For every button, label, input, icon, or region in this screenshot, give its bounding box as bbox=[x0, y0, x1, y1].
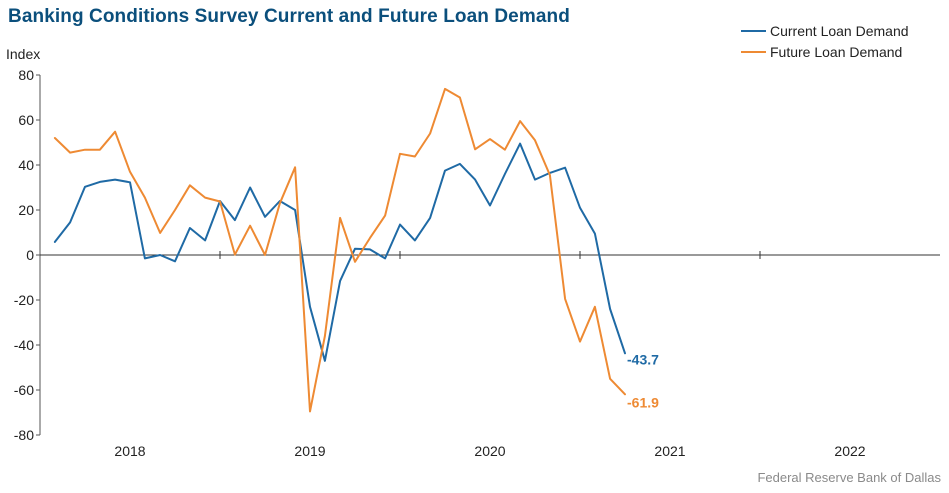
legend-label-future: Future Loan Demand bbox=[770, 44, 902, 60]
y-tick-label: -80 bbox=[14, 427, 34, 443]
y-tick-label: 80 bbox=[18, 67, 34, 83]
y-tick-label: -40 bbox=[14, 337, 34, 353]
chart-title: Banking Conditions Survey Current and Fu… bbox=[8, 6, 570, 27]
series-lines bbox=[53, 87, 626, 413]
end-labels: -43.7 -61.9 bbox=[627, 351, 659, 410]
y-axis-title: Index bbox=[6, 46, 40, 62]
source-note: Federal Reserve Bank of Dallas bbox=[757, 470, 941, 485]
x-tick-label: 2022 bbox=[834, 443, 865, 459]
legend-label-current: Current Loan Demand bbox=[770, 23, 909, 39]
y-tick-label: 40 bbox=[18, 157, 34, 173]
series-line-current bbox=[53, 142, 626, 362]
y-tick-label: 0 bbox=[26, 247, 34, 263]
x-tick-labels: 2018 2019 2020 2021 2022 bbox=[114, 251, 866, 459]
series-line-future bbox=[53, 87, 626, 413]
y-tick-label: 60 bbox=[18, 112, 34, 128]
x-tick-label: 2018 bbox=[114, 443, 145, 459]
x-tick-label: 2021 bbox=[654, 443, 685, 459]
y-tick-label: -60 bbox=[14, 382, 34, 398]
axes bbox=[39, 75, 940, 435]
end-label-current: -43.7 bbox=[627, 351, 659, 367]
x-tick-label: 2020 bbox=[474, 443, 505, 459]
y-tick-label: 20 bbox=[18, 202, 34, 218]
y-tick-labels: 80 60 40 20 0 -20 -40 -60 -80 bbox=[14, 67, 40, 443]
legend: Current Loan Demand Future Loan Demand bbox=[741, 23, 909, 60]
end-label-future: -61.9 bbox=[627, 394, 659, 410]
y-tick-label: -20 bbox=[14, 292, 34, 308]
x-tick-label: 2019 bbox=[294, 443, 325, 459]
